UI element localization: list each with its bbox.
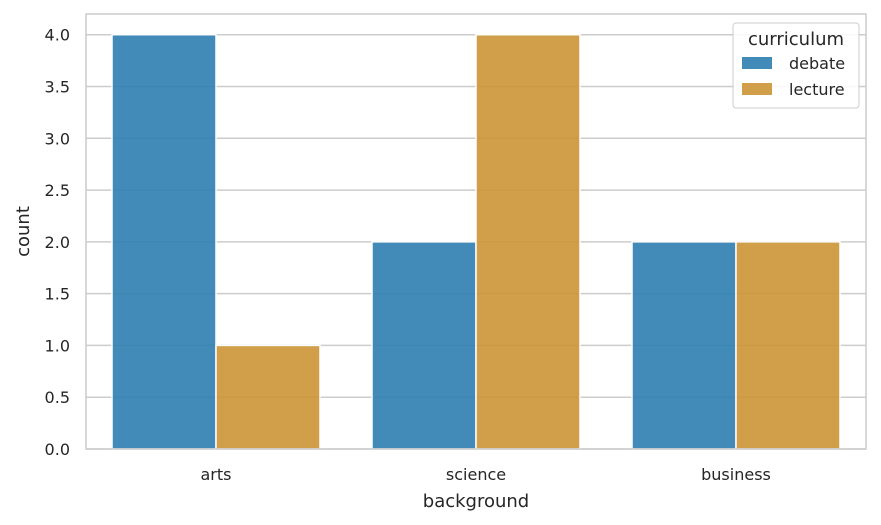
legend-label-lecture: lecture (789, 80, 845, 99)
bar-lecture-business (735, 241, 841, 450)
legend-items: debate lecture (742, 54, 845, 99)
bar-debate-arts (111, 33, 217, 450)
y-tick-label: 1.5 (45, 285, 70, 304)
y-tick-label: 1.0 (45, 336, 70, 355)
bar-debate-science (371, 241, 477, 450)
y-tick-label: 0.5 (45, 388, 70, 407)
bars-layer (111, 33, 841, 450)
y-axis-title: count (13, 206, 34, 257)
x-tick-label: business (701, 465, 771, 484)
y-tick-label: 2.5 (45, 181, 70, 200)
y-tick-label: 3.5 (45, 78, 70, 97)
x-axis-title: background (423, 491, 529, 512)
y-tick-label: 4.0 (45, 26, 70, 45)
y-tick-label: 3.0 (45, 129, 70, 148)
plot-frame (85, 13, 867, 450)
bar-lecture-science (475, 33, 581, 450)
x-tick-label: science (446, 465, 506, 484)
legend-label-debate: debate (789, 54, 845, 73)
x-tick-labels: arts science business (201, 465, 771, 484)
bar-debate-business (631, 241, 737, 450)
y-tick-labels: 0.0 0.5 1.0 1.5 2.0 2.5 3.0 3.5 4.0 (45, 26, 70, 459)
legend-swatch-debate (742, 57, 772, 69)
y-tick-label: 2.0 (45, 233, 70, 252)
y-tick-label: 0.0 (45, 440, 70, 459)
bar-lecture-arts (215, 344, 321, 450)
legend-title: curriculum (748, 29, 844, 50)
legend-swatch-lecture (742, 83, 772, 95)
x-tick-label: arts (201, 465, 232, 484)
legend: curriculum debate lecture (732, 22, 860, 109)
